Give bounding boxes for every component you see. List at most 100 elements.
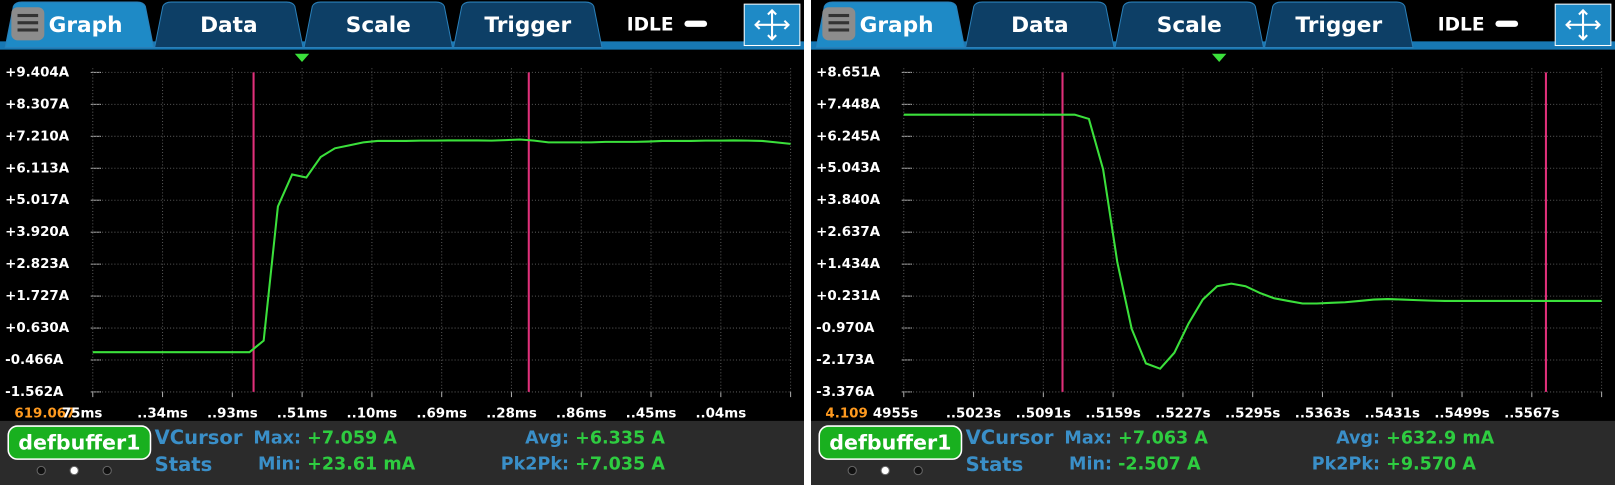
y-tick-label: +7.448A xyxy=(816,97,881,112)
y-tick-label: +1.727A xyxy=(5,289,70,304)
data-line xyxy=(903,113,1602,370)
tab[interactable] xyxy=(452,1,603,49)
stat-value: +7.035 A xyxy=(575,454,665,474)
trigger-marker xyxy=(1211,53,1227,63)
page-dot xyxy=(69,465,79,476)
tab-label[interactable]: Scale xyxy=(1157,13,1222,38)
x-tick-label: ..5363s xyxy=(1295,407,1350,422)
stat-value: +23.61 mA xyxy=(307,454,415,474)
y-tick-label: +0.231A xyxy=(816,289,881,304)
buffer-button[interactable] xyxy=(818,425,963,460)
status-label: IDLE xyxy=(1438,14,1485,35)
tab[interactable] xyxy=(1263,1,1414,49)
data-line xyxy=(92,138,791,354)
page-dot xyxy=(880,465,890,476)
x-tick-label: ..5567s xyxy=(1504,407,1559,422)
instrument-panel: Graph Data Scale Trigger IDLE -1.562A -0.466A +… xyxy=(0,0,804,485)
stat-value: +632.9 mA xyxy=(1386,428,1494,448)
tab-label[interactable]: Trigger xyxy=(1295,13,1382,38)
tab-label[interactable]: Graph xyxy=(860,13,934,38)
x-tick-label: 4955s xyxy=(873,407,918,422)
y-tick-label: +1.434A xyxy=(816,257,881,272)
x-tick-label: ..5227s xyxy=(1155,407,1210,422)
stat-value: +6.335 A xyxy=(575,428,665,448)
y-tick-label: +6.245A xyxy=(816,129,881,144)
tab-label[interactable]: Graph xyxy=(49,13,123,38)
stats-title[interactable]: VCursor xyxy=(155,426,243,449)
stat-value: -2.507 A xyxy=(1118,454,1201,474)
y-tick-label: +9.404A xyxy=(5,65,70,80)
tab-label[interactable]: Data xyxy=(1011,13,1069,38)
x-tick-label: ..5499s xyxy=(1434,407,1489,422)
stat-label: Min: xyxy=(258,454,301,474)
stat-label: Avg: xyxy=(1336,428,1380,448)
x-tick-label: ..34ms xyxy=(137,407,188,422)
stat-label: Min: xyxy=(1069,454,1112,474)
x-tick-label: ..5295s xyxy=(1225,407,1280,422)
x-tick-label: ..5431s xyxy=(1365,407,1420,422)
y-tick-label: -1.562A xyxy=(5,385,64,400)
y-tick-label: -0.466A xyxy=(5,353,64,368)
buffer-label[interactable]: defbuffer1 xyxy=(829,431,951,455)
y-tick-label: +5.043A xyxy=(816,161,881,176)
stat-label: Max: xyxy=(253,428,301,448)
trigger-marker xyxy=(294,53,310,63)
page-dot xyxy=(913,465,923,476)
tab-label[interactable]: Scale xyxy=(346,13,411,38)
stat-value: +7.059 A xyxy=(307,428,397,448)
stat-label: Pk2Pk: xyxy=(501,454,569,474)
stat-label: Pk2Pk: xyxy=(1312,454,1380,474)
status-icon xyxy=(684,20,708,27)
tab[interactable] xyxy=(1114,1,1265,49)
tab-label[interactable]: Trigger xyxy=(484,13,571,38)
x-tick-label: 75ms xyxy=(62,407,103,422)
stats-title[interactable]: Stats xyxy=(966,453,1024,476)
stat-value: +7.063 A xyxy=(1118,428,1208,448)
y-tick-label: -3.376A xyxy=(816,385,875,400)
x-tick-label: ..45ms xyxy=(626,407,677,422)
y-tick-label: +3.920A xyxy=(5,225,70,240)
tab-label[interactable]: Data xyxy=(200,13,258,38)
y-tick-label: +0.630A xyxy=(5,321,70,336)
x-tick-label: ..5159s xyxy=(1085,407,1140,422)
x-origin-label: 4.109 xyxy=(825,407,867,422)
x-tick-label: ..28ms xyxy=(486,407,537,422)
tab[interactable] xyxy=(153,1,304,49)
x-tick-label: ..5023s xyxy=(946,407,1001,422)
menu-icon-line xyxy=(17,28,39,32)
menu-icon-line xyxy=(828,28,850,32)
instrument-panel: Graph Data Scale Trigger IDLE -3.376A -2.173A -… xyxy=(811,0,1615,485)
buffer-label[interactable]: defbuffer1 xyxy=(18,431,140,455)
y-tick-label: +7.210A xyxy=(5,129,70,144)
stats-title[interactable]: Stats xyxy=(155,453,213,476)
y-tick-label: +2.637A xyxy=(816,225,881,240)
buffer-button[interactable] xyxy=(7,425,152,460)
menu-icon-line xyxy=(17,21,39,25)
tab[interactable] xyxy=(303,1,454,49)
y-tick-label: +3.840A xyxy=(816,193,881,208)
x-tick-label: ..51ms xyxy=(277,407,328,422)
x-tick-label: ..04ms xyxy=(695,407,746,422)
y-tick-label: +8.307A xyxy=(5,97,70,112)
y-tick-label: -0.970A xyxy=(816,321,875,336)
y-tick-label: +6.113A xyxy=(5,161,70,176)
x-tick-label: ..10ms xyxy=(347,407,398,422)
status-icon xyxy=(1495,20,1519,27)
page-dot xyxy=(36,465,46,476)
swipe-icon xyxy=(754,8,790,41)
y-tick-label: +2.823A xyxy=(5,257,70,272)
x-origin-label: 619.067 xyxy=(14,407,75,422)
swipe-icon xyxy=(1565,8,1601,41)
page-dot xyxy=(102,465,112,476)
y-tick-label: +5.017A xyxy=(5,193,70,208)
tab[interactable] xyxy=(964,1,1115,49)
menu-icon-line xyxy=(17,13,39,18)
stats-title[interactable]: VCursor xyxy=(966,426,1054,449)
y-tick-label: -2.173A xyxy=(816,353,875,368)
x-tick-label: ..93ms xyxy=(207,407,258,422)
status-label: IDLE xyxy=(627,14,674,35)
menu-icon-line xyxy=(828,21,850,25)
menu-icon-line xyxy=(828,13,850,18)
page-dot xyxy=(847,465,857,476)
